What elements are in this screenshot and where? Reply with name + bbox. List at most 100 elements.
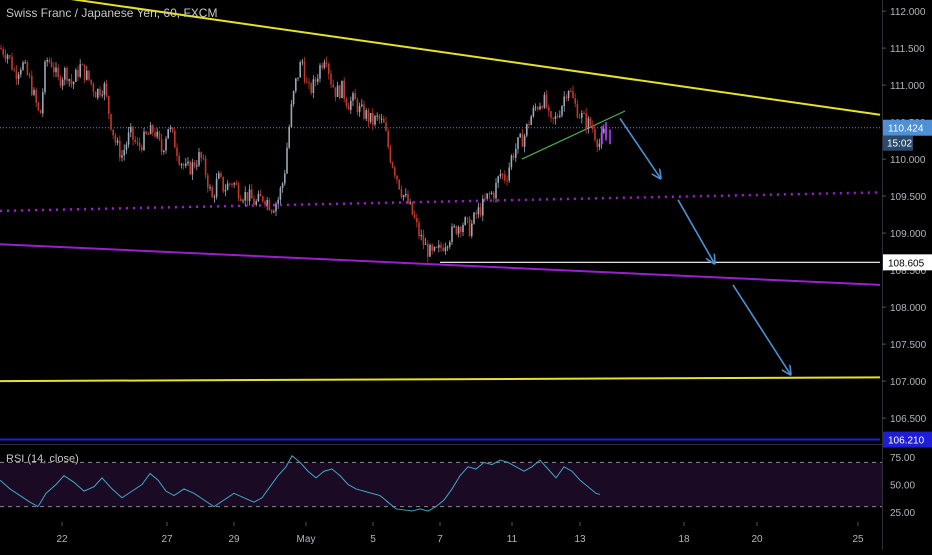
rsi-band — [0, 462, 882, 507]
axes: 112.000111.500111.000110.500110.000109.5… — [56, 0, 927, 550]
candle-body — [79, 64, 81, 77]
candle-body — [149, 125, 152, 135]
trend-lines[interactable] — [0, 0, 881, 441]
candle-body — [288, 126, 290, 148]
candle-body — [110, 114, 112, 130]
forecast-arrow[interactable] — [732, 284, 790, 374]
forecast-arrow[interactable] — [677, 199, 714, 263]
candle-body — [497, 176, 499, 183]
candle-body — [592, 125, 594, 130]
candle-body — [145, 131, 147, 134]
candle-body — [48, 60, 51, 63]
candle-body — [86, 70, 88, 80]
x-tick-label: 29 — [228, 534, 240, 545]
price-tags: 110.424 108.605 106.210 15:02 — [883, 119, 932, 448]
candle-body — [532, 107, 535, 117]
price-tag-box — [883, 119, 932, 136]
candle-body — [207, 175, 209, 188]
candle-body — [332, 84, 334, 88]
trend-line-green-trend[interactable] — [521, 110, 626, 160]
candle-body — [534, 107, 537, 109]
candle-body — [385, 122, 387, 131]
candle-body — [482, 198, 484, 216]
candle-body — [295, 78, 297, 92]
candle-body — [33, 89, 35, 95]
candle-body — [343, 80, 345, 99]
candle-body — [286, 147, 288, 174]
candle-body — [574, 98, 576, 104]
candle-body — [136, 141, 139, 143]
candle-body — [475, 212, 477, 215]
y-tick-label: 109.500 — [890, 192, 927, 203]
candle-body — [28, 74, 31, 77]
y-tick-label: 111.000 — [890, 81, 925, 92]
candle-body — [585, 113, 587, 129]
trend-line-purple-dotted[interactable] — [0, 191, 881, 213]
candle-body — [545, 94, 548, 108]
candle-body — [31, 76, 33, 95]
candle-body — [367, 110, 370, 122]
candle-body — [429, 244, 431, 257]
candle-body — [101, 94, 103, 96]
candle-body — [226, 183, 229, 190]
candle-body — [416, 217, 418, 223]
candle-body — [154, 132, 156, 137]
candle-body — [484, 198, 486, 200]
candle-body — [237, 184, 240, 199]
candle-body — [81, 64, 84, 66]
candle-body — [61, 79, 64, 86]
forecast-arrow[interactable] — [619, 117, 660, 177]
y-tick-label: 110.000 — [890, 155, 926, 166]
candle-body — [468, 218, 471, 236]
candle-body — [273, 211, 275, 213]
candle-body — [152, 125, 154, 133]
candle-body — [17, 74, 20, 80]
candle-body — [6, 55, 9, 59]
trend-line-purple-solid[interactable] — [0, 243, 881, 286]
candle-body — [191, 162, 194, 175]
candle-body — [400, 189, 403, 198]
candle-body — [134, 139, 136, 142]
candle-body — [488, 193, 491, 195]
candle-body — [290, 104, 293, 127]
candle-body — [462, 224, 464, 233]
forecast-arrows[interactable] — [619, 117, 790, 374]
candle-body — [422, 234, 425, 245]
candle-body — [251, 189, 253, 199]
candle-body — [105, 83, 108, 96]
rsi-level-label: 50.00 — [890, 481, 915, 492]
candle-body — [46, 60, 48, 62]
candle-body — [308, 82, 310, 84]
x-tick-label: 18 — [678, 534, 690, 545]
candle-body — [268, 200, 271, 211]
candle-body — [449, 242, 451, 247]
candle-body — [358, 106, 361, 113]
candle-body — [163, 150, 165, 152]
x-tick-label: 11 — [507, 534, 518, 545]
candle-body — [576, 103, 579, 118]
candle-body — [550, 111, 552, 118]
candle-body — [53, 66, 55, 73]
candle-body — [378, 115, 381, 120]
candle-body — [24, 62, 26, 64]
candle-body — [275, 203, 277, 212]
candle-body — [383, 118, 385, 123]
candle-body — [523, 135, 526, 147]
candle-body — [83, 64, 86, 80]
candle-body — [167, 129, 169, 139]
candle-body — [501, 174, 504, 176]
candle-body — [317, 78, 319, 82]
candle-body — [354, 93, 356, 100]
trend-line-lower-yellow[interactable] — [0, 376, 881, 383]
candle-body — [171, 127, 174, 131]
candle-body — [277, 199, 279, 204]
candle-body — [552, 117, 554, 120]
candle-body — [4, 54, 7, 59]
candle-body — [178, 155, 180, 165]
rsi-pane — [0, 444, 932, 508]
candle-body — [165, 138, 167, 151]
candle-body — [424, 243, 427, 245]
trend-line-upper-yellow[interactable] — [0, 0, 881, 116]
